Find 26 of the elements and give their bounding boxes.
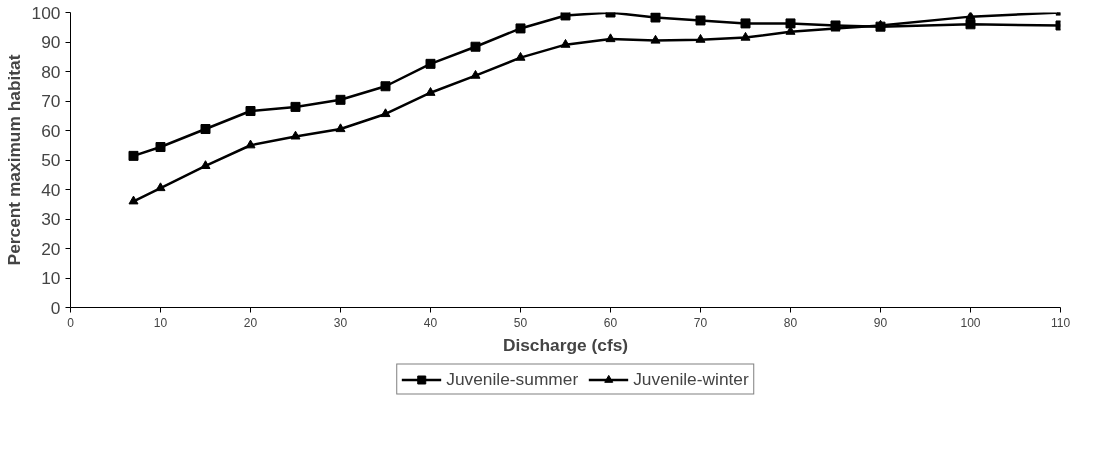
legend-label: Juvenile-winter	[633, 368, 749, 390]
y-tick-label: 60	[41, 120, 61, 141]
x-tick-label: 20	[243, 315, 258, 330]
y-tick-label: 80	[41, 61, 61, 82]
x-tick-label: 50	[513, 315, 528, 330]
x-tick-label: 40	[423, 315, 438, 330]
x-tick-label: 60	[603, 315, 618, 330]
x-tick-label: 10	[153, 315, 168, 330]
x-tick-label: 90	[873, 315, 888, 330]
x-tick-label: 70	[693, 315, 708, 330]
y-tick-label: 90	[41, 32, 61, 52]
y-axis-title: Percent maximum habitat	[3, 54, 24, 266]
y-tick-label: 30	[41, 209, 61, 229]
y-tick-label: 50	[41, 150, 61, 170]
x-tick-label: 110	[1050, 315, 1071, 330]
x-axis-title: Discharge (cfs)	[502, 334, 629, 355]
legend-label: Juvenile-summer	[446, 368, 579, 390]
x-tick-label: 80	[783, 315, 798, 330]
y-tick-label: 20	[41, 238, 61, 259]
y-tick-label: 70	[41, 91, 61, 111]
x-tick-label: 0	[67, 315, 75, 330]
x-tick-label: 100	[960, 315, 981, 330]
x-tick-label: 30	[333, 315, 348, 330]
y-tick-label: 100	[31, 2, 61, 23]
y-tick-label: 40	[41, 179, 61, 200]
y-tick-label: 10	[41, 268, 61, 288]
